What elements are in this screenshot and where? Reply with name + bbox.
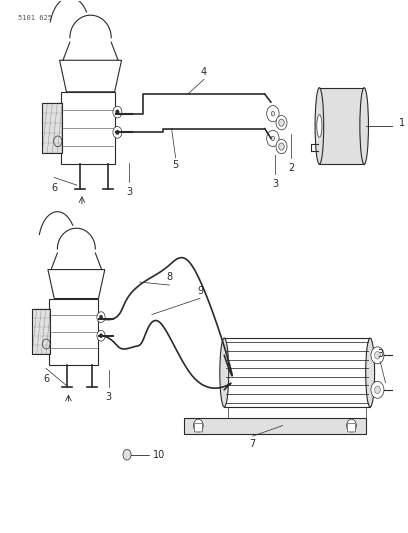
Circle shape bbox=[279, 119, 284, 126]
FancyBboxPatch shape bbox=[319, 88, 364, 164]
Circle shape bbox=[123, 449, 131, 460]
FancyBboxPatch shape bbox=[348, 423, 355, 432]
Circle shape bbox=[267, 131, 279, 147]
FancyBboxPatch shape bbox=[61, 92, 115, 164]
Polygon shape bbox=[48, 270, 105, 298]
Text: 1: 1 bbox=[399, 118, 405, 128]
Circle shape bbox=[113, 126, 122, 138]
Text: 9: 9 bbox=[197, 286, 203, 296]
Text: 5: 5 bbox=[173, 160, 179, 171]
Circle shape bbox=[100, 315, 102, 319]
Circle shape bbox=[375, 352, 380, 359]
FancyBboxPatch shape bbox=[49, 298, 98, 365]
Ellipse shape bbox=[220, 338, 229, 407]
FancyBboxPatch shape bbox=[194, 423, 202, 432]
Text: 6: 6 bbox=[51, 183, 57, 193]
Text: 8: 8 bbox=[166, 272, 173, 282]
Circle shape bbox=[371, 381, 384, 398]
Circle shape bbox=[54, 136, 62, 147]
FancyBboxPatch shape bbox=[224, 338, 370, 407]
Circle shape bbox=[279, 143, 284, 150]
Text: 7: 7 bbox=[250, 439, 256, 449]
Text: 3: 3 bbox=[272, 179, 278, 189]
Circle shape bbox=[371, 347, 384, 364]
Circle shape bbox=[100, 334, 102, 338]
Circle shape bbox=[116, 110, 119, 114]
Polygon shape bbox=[60, 60, 122, 92]
Circle shape bbox=[97, 330, 105, 341]
Ellipse shape bbox=[317, 115, 322, 138]
FancyBboxPatch shape bbox=[184, 418, 366, 433]
Circle shape bbox=[267, 106, 279, 122]
Circle shape bbox=[347, 419, 356, 432]
Circle shape bbox=[97, 312, 105, 322]
Ellipse shape bbox=[271, 136, 275, 141]
FancyBboxPatch shape bbox=[42, 103, 62, 152]
Text: 4: 4 bbox=[201, 67, 207, 77]
Text: 3: 3 bbox=[106, 392, 112, 402]
Circle shape bbox=[116, 130, 119, 135]
Text: 2: 2 bbox=[288, 163, 294, 173]
Text: 6: 6 bbox=[43, 374, 49, 384]
Text: 3: 3 bbox=[377, 349, 384, 359]
Circle shape bbox=[375, 386, 380, 393]
Text: 3: 3 bbox=[126, 187, 132, 197]
Circle shape bbox=[276, 139, 287, 154]
Circle shape bbox=[193, 419, 203, 432]
Text: 10: 10 bbox=[153, 450, 166, 460]
Ellipse shape bbox=[360, 88, 368, 164]
Text: 5101 625: 5101 625 bbox=[18, 14, 51, 21]
FancyBboxPatch shape bbox=[32, 309, 51, 354]
Circle shape bbox=[276, 116, 287, 130]
Circle shape bbox=[42, 339, 50, 349]
Ellipse shape bbox=[366, 338, 375, 407]
Ellipse shape bbox=[271, 111, 275, 116]
Circle shape bbox=[113, 106, 122, 118]
Ellipse shape bbox=[315, 88, 324, 164]
